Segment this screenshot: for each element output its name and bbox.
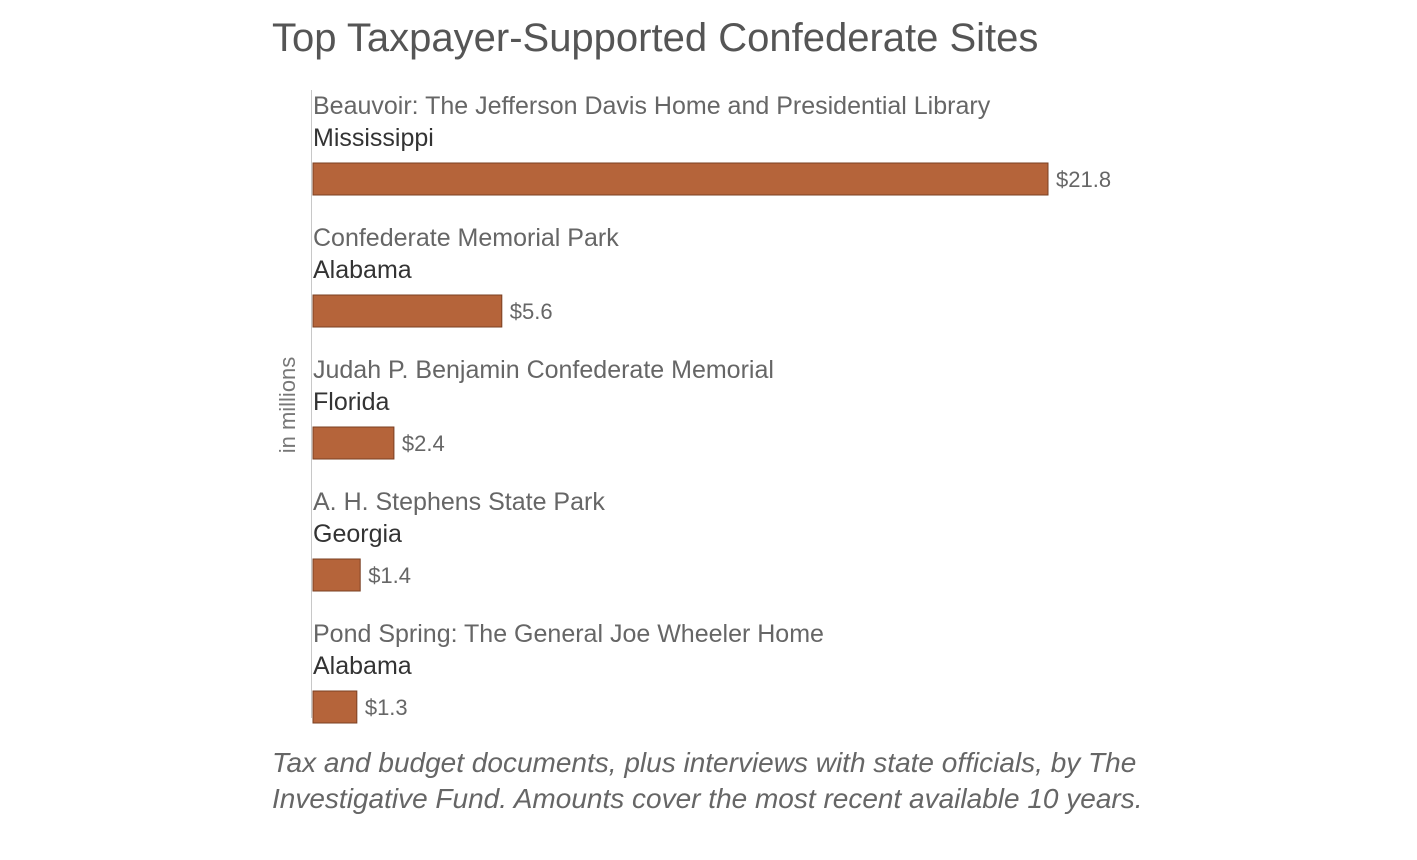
state-label: Georgia	[313, 520, 402, 548]
chart-title: Top Taxpayer-Supported Confederate Sites	[272, 16, 1039, 60]
value-label: $1.4	[368, 563, 411, 588]
state-label: Alabama	[313, 652, 412, 680]
state-label: Florida	[313, 388, 390, 416]
site-name-label: Pond Spring: The General Joe Wheeler Hom…	[313, 620, 824, 648]
state-label: Alabama	[313, 256, 412, 284]
site-name-label: Beauvoir: The Jefferson Davis Home and P…	[313, 92, 991, 120]
site-name-label: Judah P. Benjamin Confederate Memorial	[313, 356, 774, 384]
source-footnote: Tax and budget documents, plus interview…	[272, 747, 1143, 814]
bar	[312, 294, 503, 328]
value-label: $2.4	[402, 431, 445, 456]
value-label: $5.6	[510, 299, 553, 324]
bar	[312, 426, 395, 460]
y-axis-line	[311, 90, 312, 718]
site-name-label: A. H. Stephens State Park	[313, 488, 605, 516]
site-name-label: Confederate Memorial Park	[313, 224, 619, 252]
bar	[312, 558, 361, 592]
state-label: Mississippi	[313, 124, 434, 152]
bar	[312, 690, 358, 724]
bar	[312, 162, 1049, 196]
value-label: $21.8	[1056, 167, 1111, 192]
value-label: $1.3	[365, 695, 408, 720]
